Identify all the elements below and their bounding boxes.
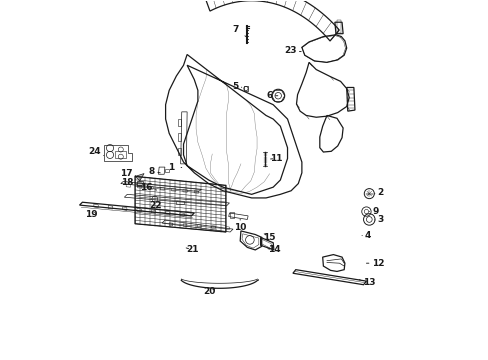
Text: 20: 20 [203,287,215,296]
Text: 23: 23 [284,46,301,55]
Text: 9: 9 [368,207,378,216]
Text: 5: 5 [232,82,241,91]
Text: 18: 18 [121,178,137,187]
Text: 16: 16 [140,183,156,192]
Text: 15: 15 [263,233,275,242]
Text: 2: 2 [374,188,383,197]
Text: 1: 1 [167,163,182,172]
Text: 10: 10 [234,220,246,232]
Polygon shape [135,174,144,181]
Text: 8: 8 [148,167,160,176]
Text: 7: 7 [232,25,246,37]
Text: 3: 3 [374,215,383,224]
Text: 4: 4 [361,231,371,240]
Text: 6: 6 [266,91,277,100]
Text: 21: 21 [186,246,198,255]
Text: 13: 13 [359,278,375,287]
Text: 19: 19 [84,210,97,219]
Text: 11: 11 [270,154,283,163]
Text: 24: 24 [88,147,104,156]
Text: 14: 14 [267,246,280,255]
Text: 22: 22 [149,201,164,210]
Text: 12: 12 [366,259,384,268]
Text: 17: 17 [120,169,135,178]
